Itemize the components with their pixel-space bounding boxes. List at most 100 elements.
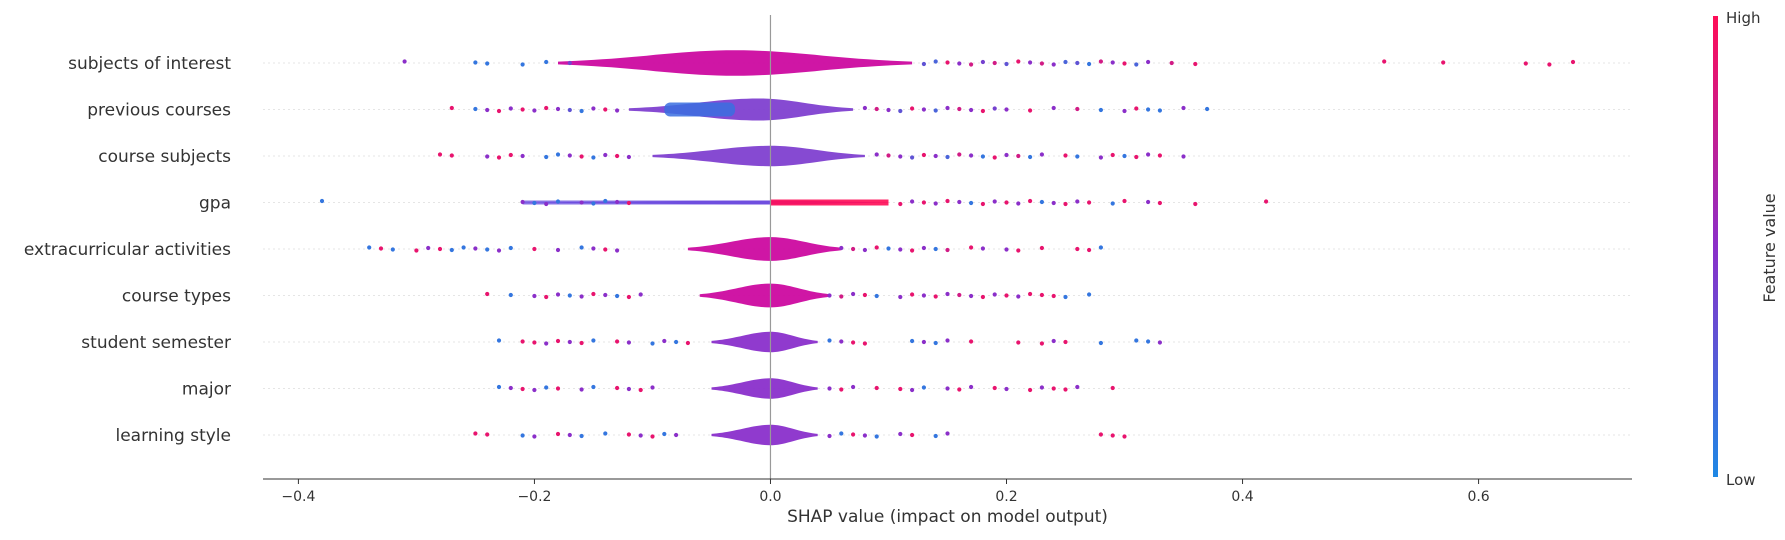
shap-point [898, 201, 903, 207]
shap-point [1098, 432, 1103, 437]
shap-point [1134, 106, 1139, 111]
colorbar-low-label: Low [1726, 471, 1756, 489]
shap-point [1075, 384, 1080, 390]
shap-point [933, 246, 938, 252]
shap-point [555, 247, 561, 253]
shap-point [957, 61, 962, 66]
shap-point [839, 294, 844, 299]
shap-point [862, 341, 868, 346]
feature-label: gpa [199, 194, 231, 214]
shap-point [945, 386, 950, 391]
shap-point [555, 199, 561, 204]
shap-point [615, 248, 620, 253]
shap-point [1063, 294, 1068, 300]
shap-point [839, 245, 844, 251]
shap-point [910, 292, 915, 297]
shap-point [1004, 200, 1009, 205]
shap-point [485, 107, 490, 113]
shap-point [473, 106, 478, 112]
shap-point [1028, 198, 1033, 204]
shap-point [626, 154, 632, 160]
x-tick-label: 0.4 [1231, 489, 1253, 505]
shap-point [367, 245, 372, 250]
shap-point [969, 200, 974, 206]
feature-label: subjects of interest [68, 54, 231, 74]
feature-label: major [182, 380, 231, 400]
shap-point [874, 152, 879, 157]
shap-point [520, 199, 525, 205]
shap-point [851, 291, 856, 297]
shap-point [674, 339, 679, 345]
shap-point [1134, 62, 1139, 67]
shap-point [449, 153, 454, 158]
shap-point [910, 248, 915, 253]
shap-point [1051, 386, 1056, 391]
shap-point [626, 386, 632, 392]
shap-point [992, 155, 997, 160]
shap-point [969, 62, 974, 67]
colorbar-gradient [1713, 16, 1718, 477]
shap-point [1051, 293, 1056, 299]
shap-point [1157, 153, 1162, 158]
shap-point [898, 386, 903, 392]
shap-point [980, 294, 986, 300]
shap-point [992, 60, 997, 66]
shap-point [992, 292, 997, 297]
shap-point [874, 293, 879, 299]
x-tick-label: −0.4 [281, 489, 315, 505]
shap-point [1146, 59, 1151, 65]
shap-point [591, 106, 596, 111]
shap-point [945, 291, 950, 297]
shap-point [473, 60, 478, 65]
shap-point [544, 201, 549, 207]
shap-point [1004, 386, 1009, 392]
violin-low-band [664, 102, 736, 117]
shap-point [1098, 245, 1103, 250]
feature-label: extracurricular activities [24, 240, 231, 260]
shap-point [1016, 340, 1021, 345]
shap-point [532, 108, 537, 113]
shap-point [1098, 107, 1103, 113]
shap-point [1016, 59, 1021, 64]
shap-point [650, 341, 655, 346]
shap-point [862, 433, 868, 438]
shap-point [910, 155, 915, 160]
shap-point [921, 245, 927, 251]
shap-point [1110, 433, 1115, 438]
shap-point [437, 246, 443, 252]
violin-body [558, 50, 913, 76]
shap-point [1075, 246, 1080, 252]
shap-point [567, 293, 572, 298]
shap-point [945, 154, 950, 160]
shap-point [1087, 61, 1092, 67]
shap-point [1063, 153, 1068, 158]
shap-point [921, 152, 927, 158]
shap-point [390, 247, 395, 252]
shap-point [933, 108, 938, 113]
shap-point [969, 293, 974, 299]
x-tick-label: 0.0 [759, 489, 781, 505]
shap-point [674, 432, 679, 438]
shap-point [945, 338, 950, 343]
shap-point [1039, 341, 1044, 346]
shap-point [992, 199, 997, 204]
shap-point [992, 385, 997, 391]
shap-point [485, 291, 490, 297]
shap-point [886, 246, 891, 251]
shap-point [591, 338, 596, 343]
violin-body [628, 98, 854, 121]
shap-point [591, 155, 596, 160]
shap-point [898, 154, 903, 159]
shap-point [980, 246, 986, 251]
shap-point [933, 201, 938, 206]
shap-point [508, 152, 513, 158]
shap-point [1039, 292, 1044, 298]
shap-point [1075, 199, 1080, 204]
shap-point [1028, 60, 1033, 65]
shap-point [544, 105, 549, 111]
shap-point [1063, 387, 1068, 392]
shap-point [544, 341, 549, 346]
shap-point [874, 434, 879, 439]
colorbar: High Low Feature value [1713, 9, 1779, 489]
shap-point [1039, 152, 1044, 157]
